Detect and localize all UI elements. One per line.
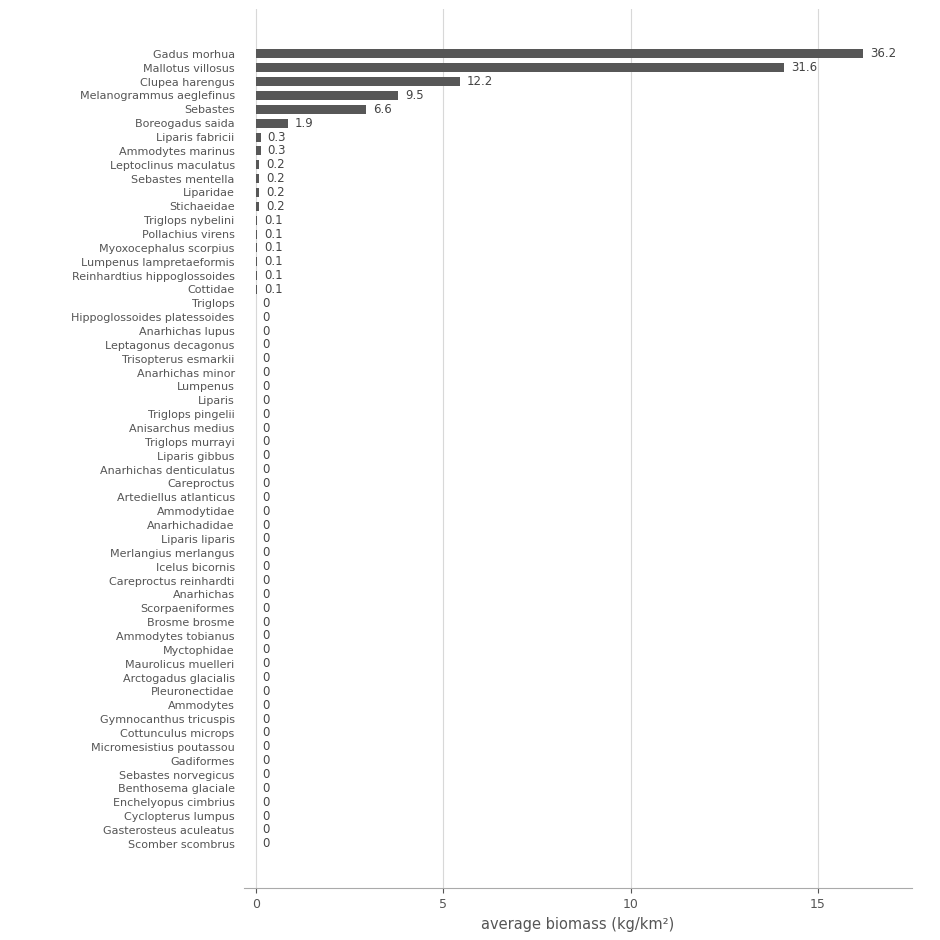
Bar: [256, 63, 784, 72]
Text: 0: 0: [262, 560, 270, 573]
Text: 0: 0: [262, 685, 270, 697]
Text: 0: 0: [262, 782, 270, 795]
Text: 0: 0: [262, 796, 270, 808]
Bar: [256, 271, 258, 280]
Text: 0.1: 0.1: [264, 227, 283, 241]
Bar: [256, 188, 259, 197]
Bar: [256, 147, 260, 155]
Text: 0: 0: [262, 588, 270, 601]
Bar: [256, 174, 259, 183]
Text: 0: 0: [262, 463, 270, 477]
Text: 0.1: 0.1: [264, 256, 283, 268]
Text: 0: 0: [262, 602, 270, 615]
Text: 6.6: 6.6: [373, 102, 392, 116]
Text: 0: 0: [262, 546, 270, 559]
Text: 0: 0: [262, 477, 270, 490]
Text: 0: 0: [262, 338, 270, 352]
Text: 1.9: 1.9: [294, 117, 313, 130]
Text: 0: 0: [262, 408, 270, 421]
Text: 0: 0: [262, 421, 270, 434]
Text: 0.2: 0.2: [266, 158, 285, 171]
Text: 0: 0: [262, 713, 270, 726]
Text: 12.2: 12.2: [467, 75, 493, 88]
Text: 0.1: 0.1: [264, 269, 283, 282]
Bar: [256, 202, 259, 211]
Text: 0: 0: [262, 324, 270, 337]
Text: 0: 0: [262, 838, 270, 851]
Bar: [256, 160, 259, 169]
Bar: [256, 133, 260, 142]
Text: 0: 0: [262, 519, 270, 532]
Text: 0: 0: [262, 532, 270, 545]
Text: 0: 0: [262, 352, 270, 366]
Text: 0.3: 0.3: [267, 145, 286, 157]
Text: 0: 0: [262, 823, 270, 837]
Bar: [256, 118, 288, 128]
Text: 31.6: 31.6: [791, 61, 817, 74]
Text: 0: 0: [262, 449, 270, 462]
Text: 0: 0: [262, 657, 270, 670]
Text: 0.1: 0.1: [264, 283, 283, 296]
Text: 0: 0: [262, 741, 270, 753]
Text: 0.2: 0.2: [266, 172, 285, 185]
Text: 0: 0: [262, 809, 270, 822]
Text: 0: 0: [262, 616, 270, 629]
X-axis label: average biomass (kg/km²): average biomass (kg/km²): [481, 916, 675, 932]
Text: 0: 0: [262, 754, 270, 767]
Bar: [256, 229, 258, 239]
Text: 0: 0: [262, 380, 270, 393]
Text: 0: 0: [262, 491, 270, 504]
Bar: [256, 258, 258, 266]
Text: 0: 0: [262, 671, 270, 684]
Text: 0: 0: [262, 574, 270, 587]
Bar: [256, 49, 863, 58]
Text: 0: 0: [262, 505, 270, 518]
Text: 0: 0: [262, 698, 270, 712]
Bar: [256, 243, 258, 253]
Text: 0: 0: [262, 435, 270, 448]
Bar: [256, 77, 460, 86]
Text: 9.5: 9.5: [405, 89, 424, 102]
Text: 0.3: 0.3: [267, 131, 286, 144]
Text: 0: 0: [262, 366, 270, 379]
Text: 0: 0: [262, 394, 270, 407]
Text: 0.2: 0.2: [266, 200, 285, 212]
Text: 0.1: 0.1: [264, 242, 283, 255]
Bar: [256, 215, 258, 225]
Text: 0: 0: [262, 311, 270, 323]
Text: 36.2: 36.2: [870, 47, 896, 60]
Text: 0: 0: [262, 768, 270, 781]
Text: 0: 0: [262, 727, 270, 740]
Text: 0: 0: [262, 630, 270, 642]
Text: 0: 0: [262, 643, 270, 656]
Bar: [256, 285, 258, 294]
Text: 0.1: 0.1: [264, 213, 283, 227]
Bar: [256, 104, 367, 114]
Text: 0: 0: [262, 297, 270, 310]
Bar: [256, 91, 399, 100]
Text: 0.2: 0.2: [266, 186, 285, 199]
